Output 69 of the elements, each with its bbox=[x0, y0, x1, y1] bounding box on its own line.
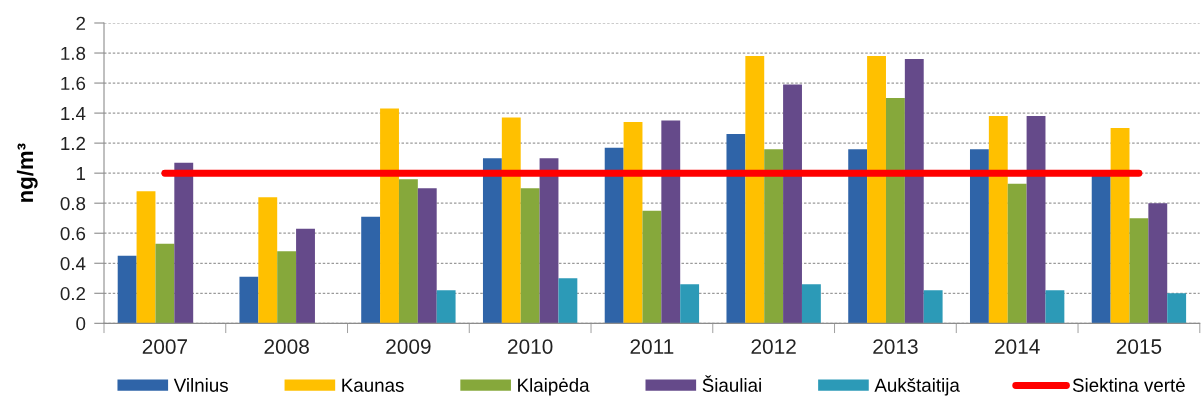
y-tick-label: 1 bbox=[76, 167, 86, 180]
y-tick-label: 0.4 bbox=[60, 256, 86, 271]
bar bbox=[380, 108, 399, 324]
bar bbox=[885, 98, 905, 324]
y-tick-label: 0.8 bbox=[60, 196, 86, 211]
bar bbox=[867, 56, 886, 324]
bar bbox=[1110, 128, 1130, 324]
y-axis-title: ng/m³ bbox=[16, 143, 38, 202]
y-tick-label: 1.8 bbox=[61, 46, 86, 61]
bar bbox=[296, 228, 315, 324]
bar bbox=[136, 191, 156, 324]
bar bbox=[277, 251, 297, 324]
x-tick-label: 2007 bbox=[142, 339, 188, 354]
x-tick-label: 2015 bbox=[1116, 339, 1162, 354]
bar bbox=[258, 197, 278, 324]
bar bbox=[904, 59, 924, 324]
bar bbox=[642, 210, 662, 324]
bar bbox=[361, 216, 381, 324]
bar bbox=[726, 134, 746, 324]
bar bbox=[117, 255, 137, 324]
y-tick-label: 0.6 bbox=[60, 226, 86, 241]
bar bbox=[745, 56, 765, 324]
x-tick-label: 2012 bbox=[751, 339, 796, 354]
x-tick-label: 2009 bbox=[386, 339, 431, 354]
bar bbox=[1129, 218, 1149, 324]
y-tick-label: 1.4 bbox=[61, 106, 86, 120]
x-tick-label: 2014 bbox=[995, 339, 1040, 354]
y-tick-label: 1.2 bbox=[61, 136, 86, 150]
bar bbox=[1045, 290, 1065, 324]
x-tick-label: 2008 bbox=[264, 339, 309, 354]
bar bbox=[764, 149, 784, 324]
bar bbox=[436, 290, 456, 324]
bar bbox=[174, 162, 194, 324]
bar bbox=[155, 243, 175, 324]
bar bbox=[680, 284, 700, 324]
bar bbox=[923, 290, 943, 324]
bar bbox=[988, 116, 1008, 324]
y-tick-label: 2 bbox=[76, 16, 86, 30]
bar bbox=[623, 122, 643, 324]
bar bbox=[801, 284, 821, 324]
bar bbox=[1026, 116, 1046, 324]
bar bbox=[661, 120, 681, 324]
bar bbox=[783, 84, 802, 324]
bar bbox=[482, 158, 502, 324]
legend-label: Siektina vertė bbox=[1072, 378, 1185, 392]
x-tick-label: 2011 bbox=[630, 339, 674, 354]
legend-label: Vilnius bbox=[173, 378, 228, 392]
legend-label: Kaunas bbox=[342, 378, 404, 392]
legend-label: Aukštaitija bbox=[874, 378, 960, 396]
bar bbox=[969, 149, 989, 324]
legend-label: Šiauliai bbox=[702, 375, 761, 392]
x-tick-label: 2010 bbox=[508, 339, 553, 354]
legend-label: Klaipėda bbox=[518, 378, 590, 396]
bar bbox=[520, 188, 540, 324]
bar bbox=[539, 158, 559, 324]
y-tick-label: 0.2 bbox=[60, 286, 86, 301]
y-tick-label: 0 bbox=[76, 317, 86, 331]
bar bbox=[558, 278, 578, 324]
bar bbox=[1007, 183, 1027, 324]
bar bbox=[239, 276, 259, 324]
bar bbox=[1167, 293, 1187, 324]
y-tick-label: 1.6 bbox=[61, 76, 86, 91]
bar bbox=[848, 149, 868, 324]
bar bbox=[417, 188, 437, 324]
bar bbox=[398, 179, 418, 324]
bar bbox=[1148, 203, 1168, 324]
x-tick-label: 2013 bbox=[873, 339, 918, 354]
bar bbox=[501, 117, 521, 324]
bar bbox=[604, 147, 624, 324]
